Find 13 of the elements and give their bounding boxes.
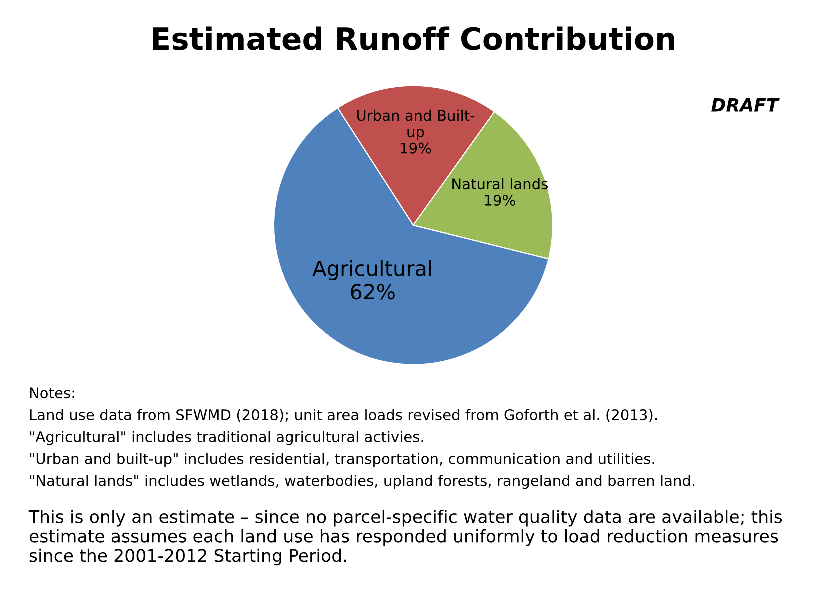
text: "Urban and built-up" includes residential, transportation, communication and utilities.	[30, 453, 654, 468]
slice-label: Agricultural	[312, 260, 432, 280]
text: DRAFT	[712, 98, 780, 112]
slice-label: Urban and Built-up	[357, 110, 475, 140]
text: Land use data from SFWMD (2018); unit area loads revised from Goforth et al. (2013).	[30, 409, 657, 422]
text: "Natural lands" includes wetlands, waterbodies, upland forests, rangeland and barren land.	[30, 475, 695, 490]
text: Notes:	[30, 388, 74, 399]
text: This is only an estimate – since no parcel-specific water quality data are available; this estimate assumes each land use has responded uniformly to load reduction measures since the 2001-2012 Starting Period.	[28, 510, 782, 566]
data-label: 19%	[485, 194, 516, 206]
chart-title: Estimated Runoff Contribution	[153, 26, 674, 50]
data-label: 19%	[401, 142, 432, 154]
data-label: 62%	[351, 284, 395, 300]
text: "Agricultural" includes traditional agricultural activies.	[30, 431, 424, 446]
